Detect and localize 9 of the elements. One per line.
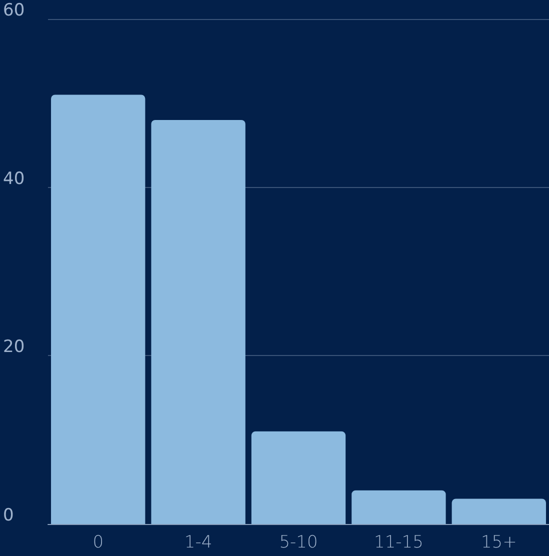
x-tick-label: 0 (92, 532, 104, 552)
x-tick-label: 11-15 (374, 532, 424, 552)
x-tick-label: 1-4 (184, 532, 212, 552)
x-tick-label: 15+ (480, 532, 517, 552)
y-tick-label: 40 (3, 168, 25, 189)
y-tick-label: 20 (3, 337, 25, 358)
x-tick-label: 5-10 (279, 532, 318, 552)
y-tick-label: 0 (3, 506, 14, 526)
y-tick-label: 60 (3, 0, 25, 20)
